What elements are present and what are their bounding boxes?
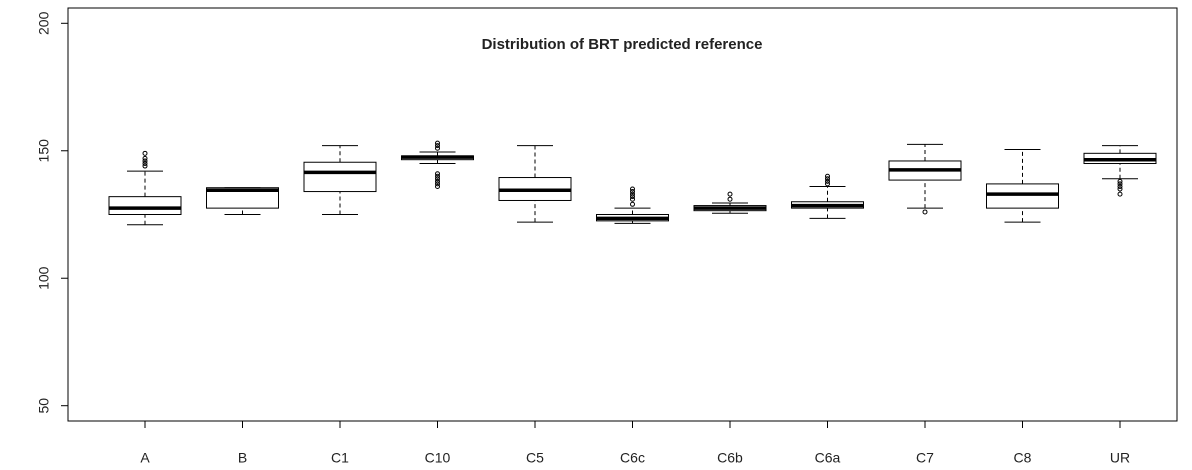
outlier — [630, 194, 635, 200]
box — [206, 187, 279, 209]
outlier — [727, 196, 733, 202]
outlier — [435, 173, 440, 179]
x-tick-label: B — [238, 450, 247, 466]
outlier — [825, 176, 830, 182]
outlier — [435, 140, 440, 146]
x-tick-label: C5 — [526, 450, 544, 466]
outlier — [435, 145, 440, 151]
outlier — [825, 178, 830, 184]
outlier — [630, 189, 635, 195]
outlier — [1117, 186, 1123, 192]
outlier — [630, 186, 635, 192]
box — [986, 183, 1059, 209]
outlier — [630, 201, 635, 207]
x-tick-label: C8 — [1014, 450, 1032, 466]
outlier — [922, 209, 928, 215]
outlier — [435, 181, 440, 187]
box — [108, 196, 182, 216]
x-tick-label: C6a — [815, 450, 841, 466]
x-tick-label: A — [140, 450, 150, 466]
y-tick-label: 200 — [36, 11, 52, 35]
outlier — [1117, 191, 1123, 197]
x-tick-label: C7 — [916, 450, 934, 466]
outlier — [435, 176, 440, 182]
chart-title: Distribution of BRT predicted reference — [482, 36, 763, 53]
plot-frame — [67, 7, 1178, 422]
outlier — [435, 183, 440, 189]
outlier — [1117, 181, 1123, 187]
outlier — [1117, 178, 1123, 184]
outlier — [142, 150, 148, 156]
x-tick-label: C6c — [620, 450, 645, 466]
outlier — [142, 158, 148, 164]
outlier — [435, 171, 440, 177]
outlier — [142, 163, 148, 169]
y-tick-label: 150 — [36, 139, 52, 163]
outlier — [630, 191, 635, 197]
outlier — [142, 155, 148, 161]
x-tick-label: C1 — [331, 450, 349, 466]
outlier — [435, 178, 440, 184]
y-tick-label: 50 — [36, 398, 52, 414]
box — [303, 161, 377, 193]
outlier — [142, 161, 148, 167]
outlier — [1117, 183, 1123, 189]
outlier — [825, 181, 830, 187]
outlier — [435, 143, 440, 149]
y-tick-label: 100 — [36, 266, 52, 290]
x-tick-label: C6b — [717, 450, 743, 466]
outlier — [630, 196, 635, 202]
outlier — [825, 173, 830, 179]
outlier — [727, 191, 733, 197]
x-tick-label: C10 — [425, 450, 451, 466]
x-tick-label: UR — [1110, 450, 1130, 466]
